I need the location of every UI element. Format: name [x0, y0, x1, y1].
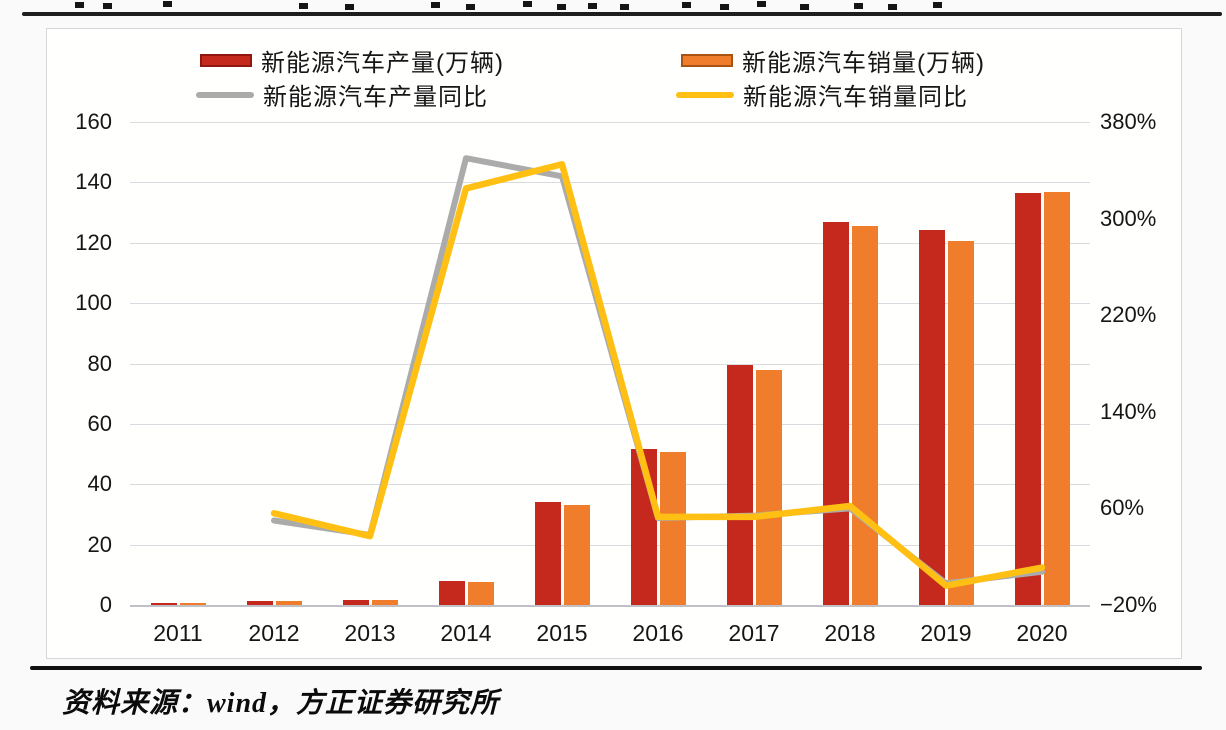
right-axis-tick-label: −20%: [1100, 592, 1157, 617]
bar-sales-2013: [371, 599, 398, 605]
bottom-rule: [30, 666, 1202, 670]
bar-sales-2020: [1043, 192, 1070, 605]
bar-production-2018: [822, 221, 849, 605]
legend-item-sales-bar: 新能源汽车销量(万辆): [681, 43, 985, 78]
x-axis-tick-label: 2012: [248, 620, 300, 646]
bar-production-2017: [726, 365, 753, 605]
bar-production-2014: [438, 581, 465, 605]
legend-item-production-yoy-line: 新能源汽车产量同比: [196, 77, 488, 112]
right-axis-tick-label: 300%: [1100, 205, 1157, 231]
bar-sales-2019: [947, 240, 974, 605]
bar-production-2011: [150, 602, 177, 605]
left-axis-tick-label: 140: [75, 169, 112, 195]
bar-sales-2012: [275, 601, 302, 605]
bar-production-2015: [534, 502, 561, 605]
gridline: [130, 423, 1090, 425]
left-axis-tick-label: 40: [87, 471, 112, 497]
legend-label: 新能源汽车销量同比: [743, 84, 968, 111]
left-axis-tick-label: 100: [75, 290, 112, 316]
legend-label: 新能源汽车产量同比: [263, 84, 488, 111]
gridline: [130, 484, 1090, 486]
left-axis-tick-label: 80: [87, 350, 112, 376]
sales-bar-swatch: [681, 54, 733, 67]
gridline: [130, 303, 1090, 305]
left-axis-tick-label: 120: [75, 229, 112, 255]
source-note: 资料来源：wind，方正证券研究所: [62, 688, 500, 719]
gridline: [130, 242, 1090, 244]
x-axis-tick-label: 2018: [824, 620, 876, 646]
x-axis-tick-label: 2019: [920, 620, 972, 646]
bar-production-2020: [1014, 192, 1041, 605]
gridline: [130, 122, 1090, 123]
bar-sales-2014: [467, 582, 494, 605]
legend-label: 新能源汽车产量(万辆): [261, 50, 504, 77]
right-axis-tick-label: 220%: [1100, 302, 1157, 328]
bar-sales-2016: [659, 451, 686, 605]
production-yoy-line-swatch: [196, 91, 254, 98]
x-axis-tick-label: 2011: [153, 620, 203, 646]
x-axis-tick-label: 2014: [440, 620, 492, 646]
x-axis-tick-label: 2020: [1016, 620, 1068, 646]
right-axis-tick-label: 380%: [1100, 109, 1157, 134]
x-axis-tick-label: 2017: [728, 620, 780, 646]
production-bar-swatch: [200, 54, 252, 67]
left-axis-tick-label: 60: [87, 410, 112, 436]
legend-item-sales-yoy-line: 新能源汽车销量同比: [676, 77, 968, 112]
bar-production-2016: [630, 448, 657, 605]
gridline: [130, 182, 1090, 184]
bar-sales-2011: [179, 602, 206, 605]
x-axis-tick-label: 2016: [632, 620, 684, 646]
bar-sales-2018: [851, 225, 878, 605]
right-axis-tick-label: 140%: [1100, 398, 1157, 424]
bar-production-2019: [918, 230, 945, 605]
bar-production-2012: [246, 601, 273, 605]
x-axis-tick-label: 2013: [344, 620, 396, 646]
bar-sales-2015: [563, 505, 590, 605]
bar-production-2013: [342, 599, 369, 605]
left-axis-tick-label: 160: [75, 109, 112, 134]
cropped-title-fragments: [75, 2, 84, 8]
bar-sales-2017: [755, 370, 782, 605]
left-axis-tick-label: 0: [99, 592, 112, 617]
right-axis-tick-label: 60%: [1100, 495, 1145, 521]
x-axis-line: [130, 605, 1090, 607]
legend-label: 新能源汽车销量(万辆): [742, 50, 985, 77]
gridline: [130, 544, 1090, 546]
gridline: [130, 363, 1090, 365]
sales-yoy-line-swatch: [676, 91, 734, 98]
top-rule: [22, 12, 1222, 16]
left-axis-tick-label: 20: [87, 531, 112, 557]
x-axis-tick-label: 2015: [536, 620, 588, 646]
legend-item-production-bar: 新能源汽车产量(万辆): [200, 43, 504, 78]
